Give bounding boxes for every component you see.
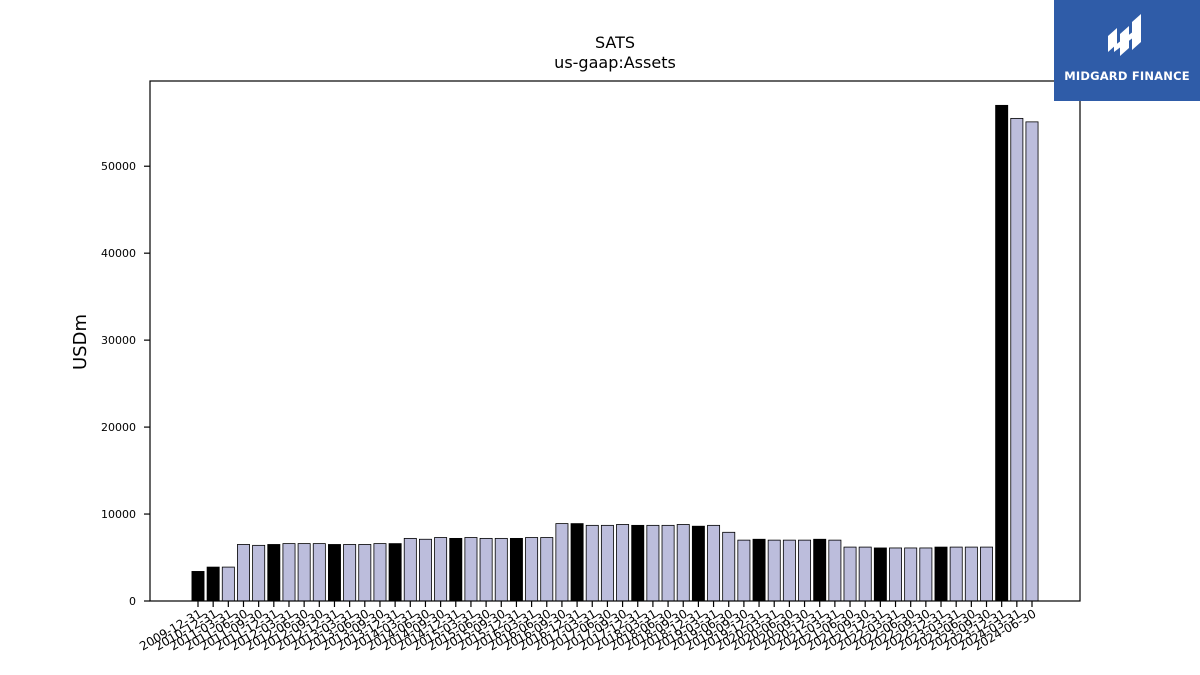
bar-2014-06-30 [418, 538, 432, 602]
bar-2019-12-31 [752, 538, 766, 602]
bar-2014-03-31 [403, 537, 417, 602]
bar-2009-12-31 [191, 571, 205, 602]
bar-2022-09-30 [919, 547, 933, 602]
bar-2018-06-30 [661, 524, 675, 602]
x-ticks-group: 2009-12-312010-12-312011-03-312011-06-30… [137, 601, 1039, 653]
y-axis-label: USDm [70, 314, 91, 370]
bar-2019-09-30 [737, 539, 751, 602]
bar-2019-03-31 [707, 524, 721, 602]
bars-group [191, 104, 1039, 602]
y-tick-label: 30000 [101, 334, 136, 347]
bar-2020-09-30 [798, 539, 812, 602]
bar-2017-12-31 [631, 524, 645, 602]
bar-2021-09-30 [858, 546, 872, 602]
bar-2012-03-31 [282, 543, 296, 602]
chart-title: SATS [595, 33, 635, 52]
bar-2024-06-30 [1025, 121, 1039, 602]
midgard-finance-logo: MIDGARD FINANCE [1054, 0, 1200, 101]
bar-2018-12-31 [691, 525, 705, 602]
bar-2018-03-31 [646, 524, 660, 602]
y-tick-label: 20000 [101, 421, 136, 434]
bar-2014-09-30 [434, 537, 448, 602]
bar-2017-03-31 [585, 524, 599, 602]
bar-2015-09-30 [494, 537, 508, 602]
bar-2020-03-31 [767, 539, 781, 602]
logo-text: MIDGARD FINANCE [1064, 69, 1190, 83]
bar-2011-09-30 [252, 544, 266, 602]
bar-2014-12-31 [449, 537, 463, 602]
bar-2023-06-30 [964, 546, 978, 602]
bar-2015-06-30 [479, 537, 493, 602]
bar-2011-12-31 [267, 544, 281, 602]
bar-2022-06-30 [904, 547, 918, 602]
bar-2012-09-30 [312, 543, 326, 602]
y-tick-label: 0 [129, 595, 136, 608]
bar-2013-03-31 [343, 544, 357, 602]
plot-frame [149, 80, 1081, 602]
bar-2022-12-31 [934, 546, 948, 602]
bar-2017-09-30 [616, 524, 630, 602]
y-tick-label: 40000 [101, 247, 136, 260]
bar-2015-12-31 [509, 537, 523, 602]
bar-2013-09-30 [373, 543, 387, 602]
bar-2023-03-31 [949, 546, 963, 602]
bar-2011-06-30 [237, 544, 250, 602]
bar-2015-03-31 [464, 537, 478, 602]
bar-2023-12-31 [995, 104, 1009, 602]
bar-2013-12-31 [388, 543, 402, 602]
bar-2016-09-30 [555, 523, 569, 602]
bar-2019-06-30 [722, 531, 736, 602]
bar-2016-03-31 [525, 537, 539, 602]
bar-2016-06-30 [540, 537, 554, 602]
bar-2021-03-31 [828, 539, 842, 602]
bar-2022-03-31 [889, 547, 902, 602]
bar-2012-12-31 [328, 544, 341, 602]
bar-2013-06-30 [358, 544, 372, 602]
midgard-logo-icon [1108, 14, 1141, 56]
bar-2021-06-30 [843, 546, 857, 602]
bar-2021-12-31 [873, 547, 887, 602]
bar-2023-09-30 [980, 546, 993, 602]
chart-subtitle: us-gaap:Assets [554, 53, 676, 72]
y-tick-label: 50000 [101, 160, 136, 173]
y-tick-label: 10000 [101, 508, 136, 521]
bar-2018-09-30 [676, 524, 690, 602]
bar-2012-06-30 [297, 543, 311, 602]
bar-2020-06-30 [782, 539, 796, 602]
bar-2016-12-31 [570, 523, 584, 602]
bar-2024-03-31 [1010, 117, 1024, 602]
y-ticks-group: 0 10000 20000 30000 40000 50000 [101, 160, 150, 608]
bar-2017-06-30 [600, 524, 614, 602]
bar-2011-03-31 [221, 566, 235, 602]
bar-2010-12-31 [206, 566, 220, 602]
bar-2020-12-31 [813, 538, 827, 602]
